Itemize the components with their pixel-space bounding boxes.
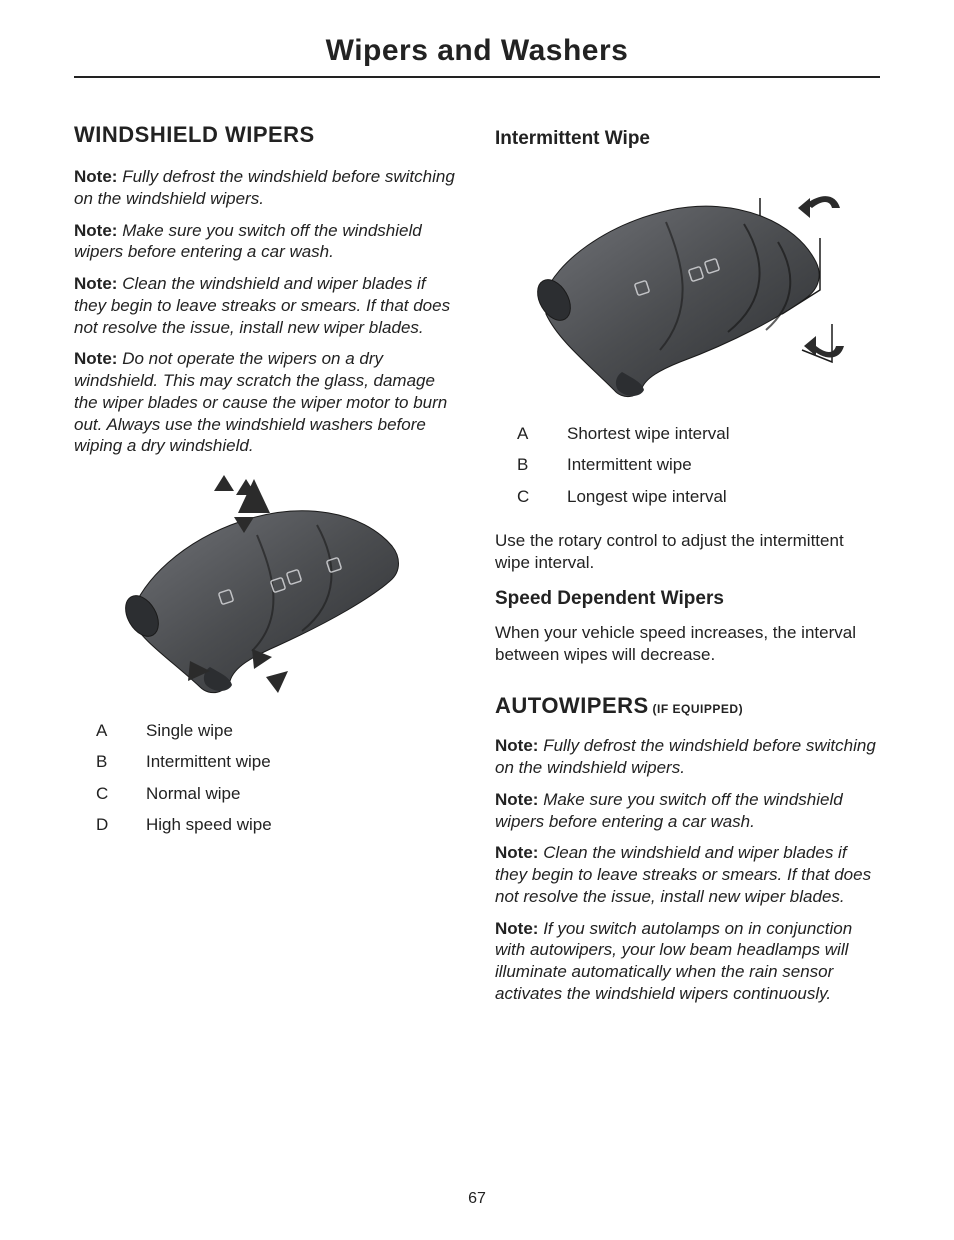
note-label: Note: [74, 221, 117, 240]
note-text: Fully defrost the windshield before swit… [495, 736, 876, 777]
note-label: Note: [495, 919, 538, 938]
note-label: Note: [495, 843, 538, 862]
note-text: Clean the windshield and wiper blades if… [74, 274, 450, 337]
legend-text: Intermittent wipe [146, 746, 271, 777]
legend-row: A Shortest wipe interval [517, 418, 880, 449]
wiper-stalk-illustration [74, 471, 459, 701]
note-label: Note: [74, 167, 117, 186]
note-text: Fully defrost the windshield before swit… [74, 167, 455, 208]
heading-autowipers: AUTOWIPERS (IF EQUIPPED) [495, 693, 880, 719]
note-text: Make sure you switch off the windshield … [74, 221, 422, 262]
note-text: If you switch autolamps on in conjunctio… [495, 919, 852, 1003]
legend-letter: A [96, 715, 146, 746]
rotary-instruction: Use the rotary control to adjust the int… [495, 530, 880, 574]
legend-letter: B [517, 449, 567, 480]
note-text: Make sure you switch off the windshield … [495, 790, 843, 831]
note-block: Note: Do not operate the wipers on a dry… [74, 348, 459, 457]
chapter-title: Wipers and Washers [74, 34, 880, 68]
two-column-layout: WINDSHIELD WIPERS Note: Fully defrost th… [74, 122, 880, 1015]
note-label: Note: [495, 736, 538, 755]
note-label: Note: [74, 349, 117, 368]
page: Wipers and Washers WINDSHIELD WIPERS Not… [0, 0, 954, 1240]
legend-letter: B [96, 746, 146, 777]
note-text: Do not operate the wipers on a dry winds… [74, 349, 447, 455]
wiper-modes-legend: A Single wipe B Intermittent wipe C Norm… [96, 715, 459, 841]
legend-text: High speed wipe [146, 809, 272, 840]
legend-row: C Longest wipe interval [517, 481, 880, 512]
intermittent-stalk-illustration [495, 164, 880, 404]
note-block: Note: If you switch autolamps on in conj… [495, 918, 880, 1005]
legend-row: C Normal wipe [96, 778, 459, 809]
legend-text: Intermittent wipe [567, 449, 692, 480]
note-block: Note: Fully defrost the windshield befor… [495, 735, 880, 779]
intermittent-legend: A Shortest wipe interval B Intermittent … [517, 418, 880, 512]
legend-text: Shortest wipe interval [567, 418, 730, 449]
note-label: Note: [74, 274, 117, 293]
legend-text: Single wipe [146, 715, 233, 746]
right-column: Intermittent Wipe [495, 122, 880, 1015]
intermittent-stalk-svg [510, 164, 866, 404]
legend-letter: D [96, 809, 146, 840]
note-text: Clean the windshield and wiper blades if… [495, 843, 871, 906]
heading-speed-dependent: Speed Dependent Wipers [495, 588, 880, 610]
legend-row: B Intermittent wipe [517, 449, 880, 480]
legend-text: Normal wipe [146, 778, 240, 809]
header-rule [74, 76, 880, 78]
page-number: 67 [0, 1190, 954, 1208]
left-column: WINDSHIELD WIPERS Note: Fully defrost th… [74, 122, 459, 1015]
legend-row: A Single wipe [96, 715, 459, 746]
heading-intermittent-wipe: Intermittent Wipe [495, 128, 880, 150]
legend-letter: C [517, 481, 567, 512]
legend-row: D High speed wipe [96, 809, 459, 840]
note-block: Note: Fully defrost the windshield befor… [74, 166, 459, 210]
legend-text: Longest wipe interval [567, 481, 727, 512]
legend-letter: A [517, 418, 567, 449]
legend-row: B Intermittent wipe [96, 746, 459, 777]
note-label: Note: [495, 790, 538, 809]
note-block: Note: Clean the windshield and wiper bla… [74, 273, 459, 338]
note-block: Note: Clean the windshield and wiper bla… [495, 842, 880, 907]
note-block: Note: Make sure you switch off the winds… [495, 789, 880, 833]
note-block: Note: Make sure you switch off the winds… [74, 220, 459, 264]
heading-windshield-wipers: WINDSHIELD WIPERS [74, 122, 459, 148]
legend-letter: C [96, 778, 146, 809]
speed-paragraph: When your vehicle speed increases, the i… [495, 622, 880, 666]
heading-autowipers-main: AUTOWIPERS [495, 693, 649, 718]
wiper-stalk-svg [102, 471, 432, 701]
heading-autowipers-suffix: (IF EQUIPPED) [649, 702, 743, 716]
